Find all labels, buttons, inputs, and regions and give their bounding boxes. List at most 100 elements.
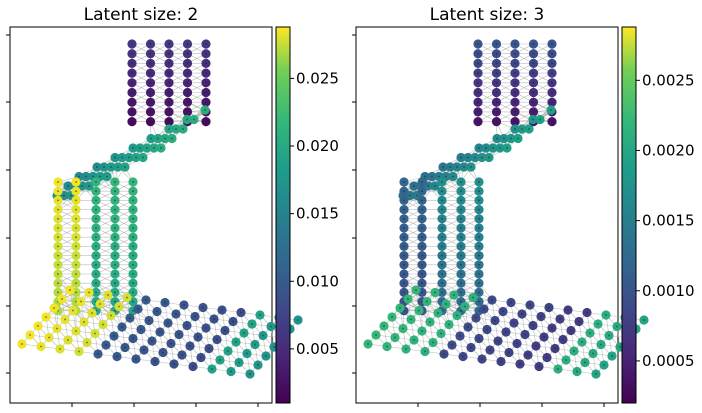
data-point-center bbox=[551, 43, 553, 45]
data-point-center bbox=[75, 227, 77, 229]
data-point-center bbox=[441, 227, 443, 229]
data-point-center bbox=[589, 332, 591, 334]
data-point-center bbox=[114, 263, 116, 266]
data-point-center bbox=[481, 358, 483, 360]
data-point-center bbox=[441, 208, 443, 211]
data-point-center bbox=[99, 303, 101, 305]
data-point-center bbox=[146, 147, 148, 149]
data-point-center bbox=[445, 175, 447, 178]
data-point-center bbox=[532, 324, 534, 327]
data-point-center bbox=[78, 175, 80, 178]
data-point-center bbox=[418, 309, 420, 312]
data-point-center bbox=[434, 291, 436, 294]
data-point-center bbox=[421, 190, 423, 193]
data-point-center bbox=[421, 181, 423, 183]
data-point-center bbox=[550, 109, 552, 111]
data-point-center bbox=[478, 245, 480, 248]
data-point-center bbox=[75, 199, 77, 202]
data-point-center bbox=[168, 91, 170, 94]
data-point-center bbox=[157, 137, 159, 140]
data-point-center bbox=[463, 166, 465, 168]
data-point-center bbox=[551, 72, 553, 74]
data-point-center bbox=[576, 370, 578, 373]
data-point-center bbox=[441, 190, 443, 193]
data-point-center bbox=[205, 62, 207, 65]
data-point-center bbox=[573, 350, 575, 352]
data-point-center bbox=[149, 81, 152, 84]
data-point-center bbox=[59, 348, 61, 350]
data-point-center bbox=[186, 111, 189, 113]
panel-2: Latent size: 3 0.00050.00100.00150.00200… bbox=[352, 5, 695, 407]
data-point-center bbox=[205, 91, 207, 94]
data-point-center bbox=[121, 156, 123, 159]
data-point-center bbox=[514, 128, 516, 130]
data-point-center bbox=[40, 345, 42, 348]
data-point-center bbox=[216, 338, 218, 341]
data-point-center bbox=[92, 175, 94, 178]
data-point-center bbox=[478, 208, 480, 211]
data-point-center bbox=[495, 81, 498, 84]
data-point-center bbox=[513, 322, 515, 324]
data-point-center bbox=[488, 156, 490, 159]
data-point-center bbox=[162, 351, 164, 354]
data-point-center bbox=[249, 373, 251, 375]
data-point-center bbox=[132, 190, 134, 193]
data-point-center bbox=[538, 365, 540, 368]
panel-1-points bbox=[17, 39, 303, 379]
data-point-center bbox=[186, 101, 189, 104]
data-point-center bbox=[478, 181, 480, 183]
data-point-center bbox=[500, 360, 502, 363]
data-point-center bbox=[170, 342, 172, 345]
data-point-center bbox=[475, 317, 477, 319]
panel-1-colorbar-ticks: 0.005 0.010 0.015 0.020 0.025 bbox=[290, 69, 339, 358]
data-point-center bbox=[149, 120, 152, 123]
data-point-center bbox=[75, 273, 77, 275]
data-point-center bbox=[132, 263, 134, 266]
data-point-center bbox=[114, 309, 116, 312]
data-point-center bbox=[477, 72, 479, 74]
data-point-center bbox=[409, 194, 411, 197]
data-point-center bbox=[151, 340, 153, 342]
data-point-center bbox=[421, 227, 423, 229]
data-point-center bbox=[168, 111, 170, 113]
data-point-center bbox=[403, 227, 405, 229]
data-point-center bbox=[551, 120, 553, 123]
data-point-center bbox=[168, 43, 170, 45]
data-point-center bbox=[208, 347, 210, 350]
colorbar-tick-label: 0.0005 bbox=[642, 352, 695, 370]
data-point-center bbox=[211, 368, 213, 370]
data-point-center bbox=[529, 304, 531, 306]
data-point-center bbox=[121, 326, 123, 328]
data-point-center bbox=[186, 81, 189, 84]
data-point-center bbox=[95, 273, 97, 275]
data-point-center bbox=[442, 166, 444, 168]
colorbar-tick-label: 0.0015 bbox=[642, 212, 695, 230]
data-point-center bbox=[97, 353, 99, 355]
data-point-center bbox=[495, 43, 498, 45]
data-point-center bbox=[460, 199, 462, 202]
data-point-center bbox=[132, 309, 134, 312]
data-point-center bbox=[265, 355, 267, 357]
data-point-center bbox=[150, 137, 152, 140]
data-point-center bbox=[449, 166, 451, 168]
data-point-center bbox=[403, 236, 405, 239]
data-point-center bbox=[132, 273, 134, 275]
data-point-center bbox=[391, 316, 393, 318]
data-point-center bbox=[131, 101, 133, 104]
data-point-center bbox=[600, 343, 602, 346]
data-point-center bbox=[495, 120, 498, 123]
data-point-center bbox=[113, 335, 115, 337]
data-point-center bbox=[224, 329, 226, 332]
data-point-center bbox=[483, 308, 485, 310]
data-point-center bbox=[219, 359, 221, 361]
data-point-center bbox=[421, 199, 423, 202]
data-point-center bbox=[132, 300, 134, 303]
data-point-center bbox=[514, 52, 516, 55]
data-point-center bbox=[478, 273, 480, 275]
data-point-center bbox=[114, 273, 116, 275]
data-point-center bbox=[57, 263, 59, 266]
data-point-center bbox=[114, 282, 116, 285]
data-point-center bbox=[114, 300, 116, 303]
data-point-center bbox=[83, 321, 85, 323]
data-point-center bbox=[148, 319, 150, 322]
